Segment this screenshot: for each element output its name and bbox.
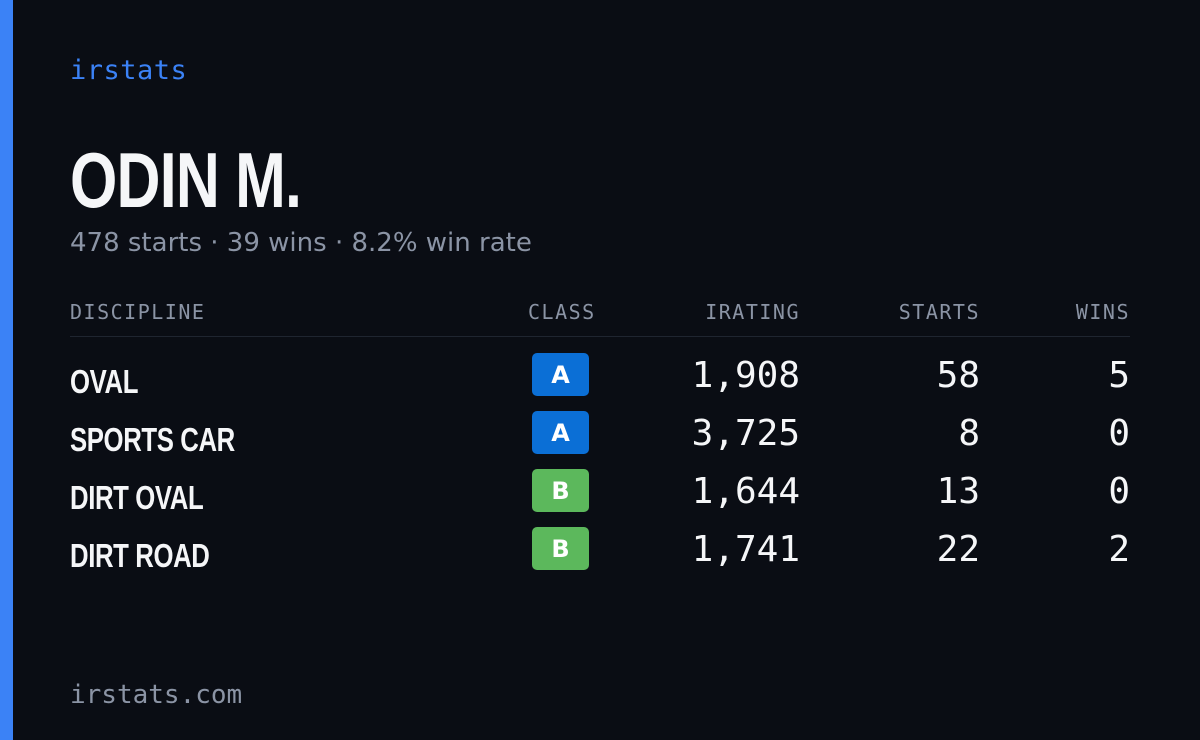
row-wins: 0 (1108, 471, 1130, 512)
row-irating: 1,644 (691, 471, 800, 512)
header-wins: WINS (1075, 300, 1130, 324)
row-starts: 22 (936, 529, 980, 570)
table-row: DIRT OVAL B 1,644 13 0 (70, 469, 1130, 527)
summary-wins: 39 wins (226, 228, 327, 258)
row-wins: 0 (1108, 413, 1130, 454)
row-discipline: SPORTS CAR (70, 421, 235, 458)
table-header: DISCIPLINE CLASS IRATING STARTS WINS (70, 296, 1130, 337)
row-discipline: DIRT ROAD (70, 537, 210, 574)
row-starts: 13 (936, 471, 980, 512)
discipline-table: DISCIPLINE CLASS IRATING STARTS WINS OVA… (70, 296, 1130, 585)
row-discipline: DIRT OVAL (70, 479, 204, 516)
table-row: DIRT ROAD B 1,741 22 2 (70, 527, 1130, 585)
footer-url: irstats.com (70, 680, 243, 710)
header-irating: IRATING (705, 300, 800, 324)
summary-starts: 478 starts (70, 228, 202, 258)
driver-name: ODIN M. (70, 136, 302, 224)
table-body: OVAL A 1,908 58 5 SPORTS CAR A 3,725 8 0… (70, 337, 1130, 585)
row-irating: 3,725 (691, 413, 800, 454)
header-discipline: DISCIPLINE (70, 300, 206, 324)
summary-separator: · (334, 228, 344, 258)
brand-logo-text: irstats (70, 55, 188, 86)
row-wins: 5 (1108, 355, 1130, 396)
class-badge: B (532, 527, 589, 570)
header-class: CLASS (528, 300, 596, 324)
class-badge: B (532, 469, 589, 512)
row-starts: 58 (936, 355, 980, 396)
header-starts: STARTS (898, 300, 980, 324)
table-row: SPORTS CAR A 3,725 8 0 (70, 411, 1130, 469)
row-wins: 2 (1108, 529, 1130, 570)
row-irating: 1,908 (691, 355, 800, 396)
class-badge: A (532, 411, 589, 454)
summary-separator: · (210, 228, 219, 258)
summary-win-rate: 8.2% win rate (351, 228, 532, 258)
class-badge: A (532, 353, 589, 396)
table-row: OVAL A 1,908 58 5 (70, 353, 1130, 411)
driver-summary: 478 starts · 39 wins · 8.2% win rate (70, 228, 532, 258)
accent-bar (0, 0, 13, 740)
row-irating: 1,741 (691, 529, 800, 570)
row-starts: 8 (958, 413, 980, 454)
row-discipline: OVAL (70, 363, 139, 400)
